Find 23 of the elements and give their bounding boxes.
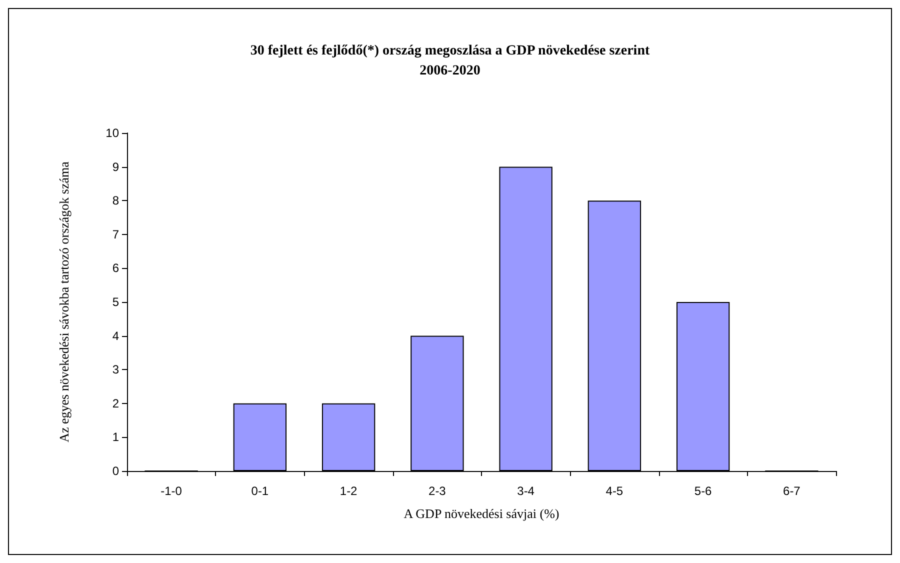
x-tick-label: 6-7 — [783, 484, 801, 498]
x-tick-label: 5-6 — [694, 484, 712, 498]
y-tick-label: 1 — [112, 430, 120, 444]
y-tick-label: 5 — [112, 295, 120, 309]
y-tick-label: 2 — [112, 396, 120, 410]
x-axis-title: A GDP növekedési sávjai (%) — [404, 506, 560, 521]
x-tick-label: 0-1 — [251, 484, 269, 498]
y-axis-title: Az egyes növekedési sávokba tartozó országok száma — [56, 161, 72, 442]
y-tick-label: 0 — [112, 464, 120, 478]
y-tick-label: 3 — [112, 362, 120, 377]
x-tick-label: -1-0 — [160, 484, 182, 498]
chart-subtitle: 2006-2020 — [420, 64, 480, 78]
x-tick-label: 4-5 — [606, 484, 624, 498]
y-tick-label: 9 — [112, 160, 120, 174]
x-tick-label: 3-4 — [517, 484, 535, 498]
y-tick-label: 10 — [106, 126, 120, 140]
x-tick-label: 2-3 — [428, 484, 446, 498]
y-tick-label: 6 — [112, 261, 120, 276]
y-tick-label: 8 — [112, 194, 120, 208]
y-tick-label: 4 — [112, 328, 120, 343]
y-tick-label: 7 — [112, 227, 120, 242]
chart-title: 30 fejlett és fejlődő(*) ország megoszlása a GDP növekedése szerint — [250, 44, 650, 58]
x-tick-label: 1-2 — [340, 484, 358, 498]
